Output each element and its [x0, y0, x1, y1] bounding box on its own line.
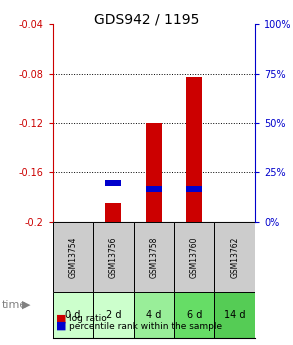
- Text: 6 d: 6 d: [187, 310, 202, 320]
- Bar: [186, 77, 202, 222]
- FancyBboxPatch shape: [53, 292, 93, 338]
- Bar: [186, 186, 202, 192]
- Text: 14 d: 14 d: [224, 310, 246, 320]
- FancyBboxPatch shape: [134, 292, 174, 338]
- Bar: [105, 180, 122, 186]
- FancyBboxPatch shape: [53, 222, 93, 292]
- FancyBboxPatch shape: [214, 222, 255, 292]
- Text: 2 d: 2 d: [106, 310, 121, 320]
- Text: ■: ■: [56, 314, 66, 323]
- Text: 0 d: 0 d: [65, 310, 81, 320]
- FancyBboxPatch shape: [214, 292, 255, 338]
- Text: time: time: [1, 300, 27, 309]
- Text: percentile rank within the sample: percentile rank within the sample: [69, 322, 222, 331]
- Text: GSM13756: GSM13756: [109, 236, 118, 278]
- Bar: [146, 186, 162, 192]
- FancyBboxPatch shape: [93, 222, 134, 292]
- FancyBboxPatch shape: [174, 222, 214, 292]
- Text: 4 d: 4 d: [146, 310, 161, 320]
- Bar: [105, 203, 122, 222]
- Text: GSM13754: GSM13754: [69, 236, 77, 278]
- Text: GSM13760: GSM13760: [190, 236, 199, 278]
- Text: GSM13762: GSM13762: [230, 236, 239, 278]
- FancyBboxPatch shape: [93, 292, 134, 338]
- Text: GSM13758: GSM13758: [149, 236, 158, 278]
- Text: log ratio: log ratio: [69, 314, 107, 323]
- Text: ■: ■: [56, 321, 66, 331]
- Text: GDS942 / 1195: GDS942 / 1195: [94, 12, 199, 26]
- Bar: [146, 123, 162, 222]
- Text: ▶: ▶: [22, 300, 30, 309]
- FancyBboxPatch shape: [134, 222, 174, 292]
- FancyBboxPatch shape: [174, 292, 214, 338]
